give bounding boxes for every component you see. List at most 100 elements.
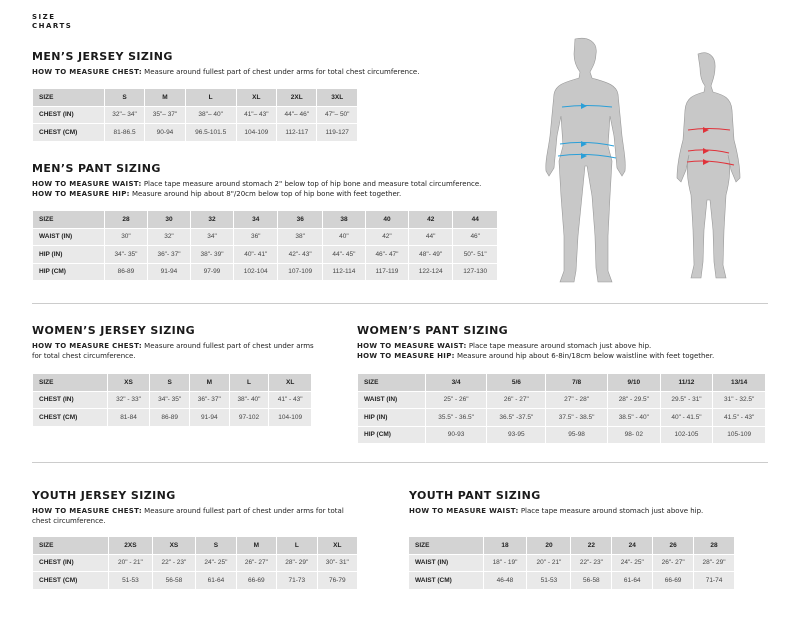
table-cell: 98- 02	[607, 425, 661, 444]
row-label: WAIST (IN)	[408, 553, 484, 572]
womens-pant-section: WOMEN’S PANT SIZING HOW TO MEASURE WAIST:…	[357, 324, 777, 361]
table-cell: 119-127	[316, 123, 358, 142]
instruction-text: Measure around hip about 8"/20cm below t…	[129, 190, 402, 198]
table-cell: 25" - 26"	[424, 390, 488, 409]
youth-pant-section: YOUTH PANT SIZING HOW TO MEASURE WAIST: P…	[409, 489, 769, 516]
arrow-icon	[581, 103, 587, 159]
table-cell: 105-109	[712, 425, 766, 444]
table-cell: 34	[232, 210, 279, 229]
female-figure-illustration	[676, 52, 741, 279]
row-label: WAIST (CM)	[408, 571, 484, 590]
table-cell: XS	[106, 373, 151, 392]
table-cell: 3/4	[424, 373, 488, 392]
table-cell: 30	[146, 210, 191, 229]
table-cell: 86-89	[149, 408, 190, 427]
row-label: CHEST (CM)	[32, 408, 108, 427]
row-label: CHEST (IN)	[32, 105, 105, 124]
table-cell: 22"- 23"	[570, 553, 613, 572]
table-cell: 46"	[452, 227, 498, 246]
measure-instruction: HOW TO MEASURE WAIST: Place tape measure…	[357, 341, 777, 351]
instruction-text: Measure around fullest part of chest und…	[141, 68, 420, 76]
instruction-label: HOW TO MEASURE WAIST:	[32, 180, 142, 188]
table-cell: XS	[151, 536, 197, 555]
table-cell: 36	[277, 210, 323, 229]
table-cell: 36"- 37"	[146, 245, 191, 264]
table-cell: 35"– 37"	[144, 105, 186, 124]
table-cell: 112-117	[276, 123, 318, 142]
table-cell: 34"- 35"	[103, 245, 148, 264]
table-cell: 91-94	[146, 262, 191, 281]
table-cell: 104-109	[235, 123, 278, 142]
table-cell: 40	[364, 210, 409, 229]
table-cell: 104-109	[268, 408, 312, 427]
table-cell: 44"	[407, 227, 454, 246]
table-row: CHEST (CM) 51-53 56-58 61-64 66-69 71-73 76-79	[31, 571, 359, 590]
hip-measure-line	[686, 160, 735, 166]
table-cell: 38"	[277, 227, 323, 246]
table-cell: 30"- 31"	[316, 553, 359, 572]
table-cell: 112-114	[321, 262, 366, 281]
table-row: CHEST (IN) 32" - 33" 34"- 35" 36"- 37" 38"- …	[32, 390, 312, 409]
section-title: WOMEN’S JERSEY SIZING	[32, 324, 196, 337]
table-cell: 22	[570, 536, 613, 555]
table-cell: L	[184, 88, 237, 107]
table-cell: 5/6	[486, 373, 547, 392]
table-cell: XL	[316, 536, 359, 555]
row-label: SIZE	[357, 373, 426, 392]
mens-pant-section: MEN’S PANT SIZING HOW TO MEASURE WAIST: P…	[32, 162, 522, 199]
table-cell: 42"- 43"	[277, 245, 323, 264]
table-row: CHEST (CM) 81-86.5 90-94 96.5-101.5 104-109 1…	[32, 123, 358, 142]
table-cell: 31" - 32.5"	[712, 390, 766, 409]
table-header-row: SIZE 3/4 5/6 7/8 9/10 11/12 13/14	[357, 373, 766, 392]
table-cell: 37.5" - 38.5"	[545, 408, 608, 427]
table-cell: 56-58	[151, 571, 197, 590]
divider	[32, 462, 768, 463]
table-cell: 90-93	[424, 425, 488, 444]
table-cell: 97-99	[189, 262, 235, 281]
table-cell: 36"	[232, 227, 279, 246]
table-cell: 61-64	[195, 571, 237, 590]
table-cell: 66-69	[235, 571, 278, 590]
measure-instruction: HOW TO MEASURE CHEST: Measure around ful…	[32, 506, 362, 526]
table-cell: M	[144, 88, 186, 107]
table-cell: 107-109	[277, 262, 323, 281]
table-row: HIP (IN) 35.5" - 36.5" 36.5" -37.5" 37.5" -…	[357, 408, 766, 427]
instruction-text: Measure around fullest part of chest und…	[32, 342, 314, 360]
table-cell: 32	[189, 210, 235, 229]
row-label: CHEST (CM)	[31, 571, 110, 590]
row-label: CHEST (IN)	[32, 390, 108, 409]
table-header-row: SIZE 18 20 22 24 26 28	[408, 536, 735, 555]
table-cell: 96.5-101.5	[184, 123, 237, 142]
row-label: SIZE	[31, 536, 110, 555]
table-cell: 117-119	[364, 262, 409, 281]
table-cell: 76-79	[316, 571, 359, 590]
table-cell: 28" - 29.5"	[607, 390, 661, 409]
table-cell: 24"- 25"	[611, 553, 654, 572]
table-cell: 18	[482, 536, 528, 555]
row-label: HIP (CM)	[32, 262, 105, 281]
table-cell: 22" - 23"	[151, 553, 197, 572]
table-cell: 28	[693, 536, 735, 555]
row-label: WAIST (IN)	[357, 390, 426, 409]
instruction-label: HOW TO MEASURE CHEST:	[32, 507, 142, 515]
table-header-row: SIZE 28 30 32 34 36 38 40 42 44	[32, 210, 498, 229]
female-body	[676, 52, 741, 279]
table-row: HIP (IN) 34"- 35" 36"- 37" 38"- 39" 40"- 41"…	[32, 245, 498, 264]
table-row: HIP (CM) 90-93 93-95 95-98 98- 02 102-105 105-…	[357, 425, 766, 444]
row-label: HIP (CM)	[357, 425, 426, 444]
arrow-icon	[703, 127, 709, 165]
divider	[32, 303, 768, 304]
youth-jersey-section: YOUTH JERSEY SIZING HOW TO MEASURE CHEST:…	[32, 489, 362, 526]
table-cell: 13/14	[712, 373, 766, 392]
table-cell: S	[149, 373, 190, 392]
mens-jersey-section: MEN’S JERSEY SIZING HOW TO MEASURE CHEST:…	[32, 50, 512, 77]
table-cell: 38.5" - 40"	[607, 408, 661, 427]
table-cell: 41" - 43"	[268, 390, 312, 409]
measure-instruction: HOW TO MEASURE CHEST: Measure around ful…	[32, 67, 512, 77]
table-cell: 97-102	[228, 408, 270, 427]
instruction-label: HOW TO MEASURE HIP:	[32, 190, 130, 198]
table-cell: 46-48	[482, 571, 528, 590]
table-row: WAIST (IN) 30" 32" 34" 36" 38" 40" 42" 44" 46"	[32, 227, 498, 246]
table-cell: 7/8	[545, 373, 608, 392]
instruction-text: Place tape measure around stomach 2" bel…	[141, 180, 482, 188]
